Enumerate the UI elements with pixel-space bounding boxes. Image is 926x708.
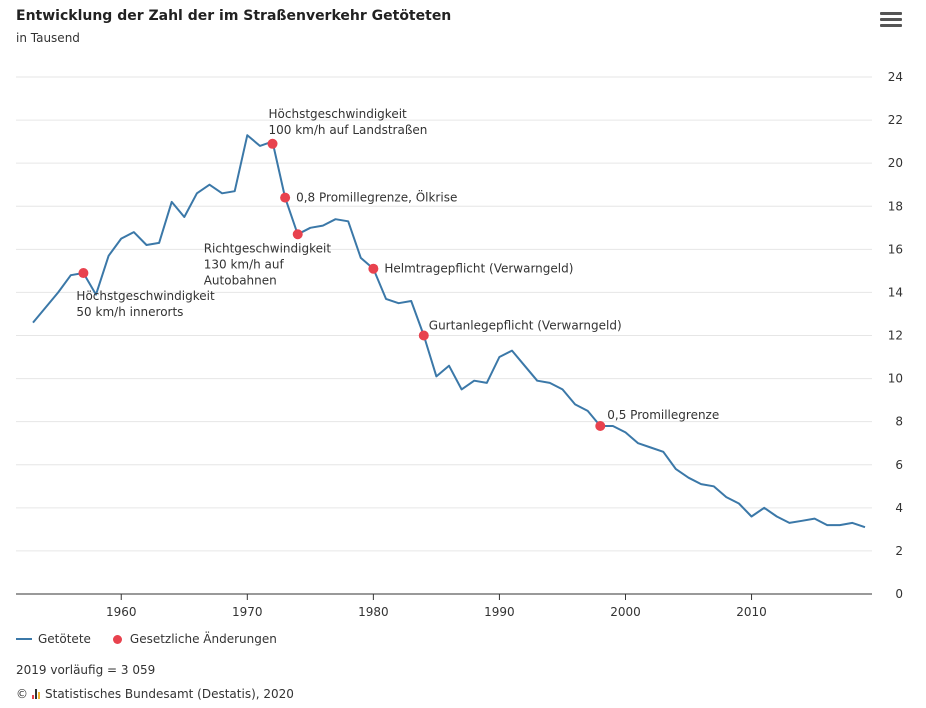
event-label-1957: 50 km/h innerorts bbox=[76, 305, 183, 319]
legend-label-getoetete: Getötete bbox=[38, 632, 91, 646]
y-tick-label: 0 bbox=[895, 587, 903, 601]
footnote-2019: 2019 vorläufig = 3 059 bbox=[16, 663, 156, 677]
y-tick-label: 10 bbox=[888, 372, 903, 386]
y-tick-label: 14 bbox=[888, 285, 903, 299]
y-tick-label: 24 bbox=[888, 70, 903, 84]
event-label-1973: 0,8 Promillegrenze, Ölkrise bbox=[296, 189, 457, 205]
destatis-logo-icon bbox=[32, 689, 41, 699]
x-tick-label: 1990 bbox=[484, 605, 515, 619]
event-label-1972: 100 km/h auf Landstraßen bbox=[269, 123, 428, 137]
legend-dot-icon bbox=[112, 634, 122, 644]
event-marker-1998 bbox=[595, 420, 606, 431]
event-label-1957: Höchstgeschwindigkeit bbox=[76, 289, 215, 303]
y-tick-label: 8 bbox=[895, 415, 903, 429]
y-tick-label: 18 bbox=[888, 199, 903, 213]
legend-line-icon bbox=[16, 638, 32, 640]
x-tick-label: 1980 bbox=[358, 605, 389, 619]
source-text: Statistisches Bundesamt (Destatis), 2020 bbox=[45, 687, 294, 701]
x-tick-label: 2010 bbox=[736, 605, 767, 619]
chart-subtitle: in Tausend bbox=[16, 31, 80, 45]
y-tick-label: 2 bbox=[895, 544, 903, 558]
copyright-symbol: © bbox=[16, 687, 28, 701]
menu-icon-bar-2 bbox=[880, 18, 902, 21]
event-label-1974: Autobahnen bbox=[204, 273, 277, 287]
legend-item-getoetete[interactable]: Getötete bbox=[16, 632, 91, 646]
y-tick-label: 16 bbox=[888, 242, 903, 256]
chart-legend: Getötete Gesetzliche Änderungen bbox=[16, 632, 299, 646]
x-tick-label: 1960 bbox=[106, 605, 137, 619]
event-marker-1984 bbox=[418, 330, 429, 341]
event-marker-1957 bbox=[78, 268, 89, 279]
event-label-1974: 130 km/h auf bbox=[204, 257, 285, 271]
x-tick-label: 1970 bbox=[232, 605, 263, 619]
menu-icon bbox=[880, 12, 902, 15]
x-tick-label: 2000 bbox=[610, 605, 641, 619]
event-marker-1974 bbox=[292, 229, 303, 240]
event-label-1972: Höchstgeschwindigkeit bbox=[269, 107, 408, 121]
y-tick-label: 20 bbox=[888, 156, 903, 170]
event-label-1974: Richtgeschwindigkeit bbox=[204, 241, 332, 255]
event-label-1998: 0,5 Promillegrenze bbox=[607, 408, 719, 422]
y-tick-label: 6 bbox=[895, 458, 903, 472]
event-marker-1973 bbox=[280, 192, 291, 203]
event-label-1980: Helmtragepflicht (Verwarngeld) bbox=[384, 262, 573, 276]
menu-icon-bar-3 bbox=[880, 24, 902, 27]
event-label-1984: Gurtanlegepflicht (Verwarngeld) bbox=[429, 319, 622, 333]
y-tick-label: 12 bbox=[888, 329, 903, 343]
legend-label-gesetzliche-aenderungen: Gesetzliche Änderungen bbox=[129, 632, 277, 646]
chart-menu-button[interactable] bbox=[880, 12, 902, 32]
y-tick-label: 4 bbox=[895, 501, 903, 515]
legend-item-gesetzliche-aenderungen[interactable]: Gesetzliche Änderungen bbox=[112, 632, 277, 646]
series-line-getoetete bbox=[32, 134, 866, 529]
event-marker-1972 bbox=[267, 138, 278, 149]
source-line: © Statistisches Bundesamt (Destatis), 20… bbox=[16, 687, 294, 701]
chart-title: Entwicklung der Zahl der im Straßenverke… bbox=[16, 8, 452, 24]
y-tick-label: 22 bbox=[888, 113, 903, 127]
event-marker-1980 bbox=[368, 263, 379, 274]
